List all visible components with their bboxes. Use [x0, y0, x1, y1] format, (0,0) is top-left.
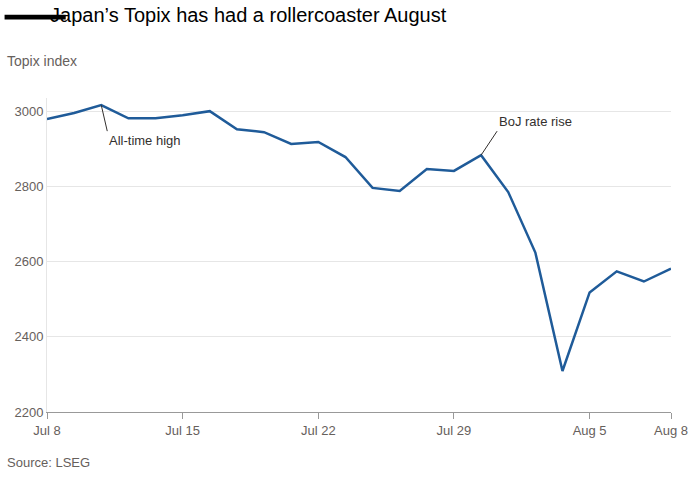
svg-text:2400: 2400 — [14, 329, 43, 344]
svg-text:Topix index: Topix index — [7, 53, 77, 69]
svg-text:Aug 8: Aug 8 — [654, 423, 688, 438]
svg-text:BoJ rate rise: BoJ rate rise — [499, 114, 572, 129]
svg-text:Japan’s Topix has had a roller: Japan’s Topix has had a rollercoaster Au… — [50, 4, 447, 26]
svg-text:2600: 2600 — [14, 254, 43, 269]
svg-text:Jul 29: Jul 29 — [437, 423, 472, 438]
svg-text:Jul 22: Jul 22 — [301, 423, 336, 438]
svg-text:2200: 2200 — [14, 405, 43, 420]
svg-text:Jul 15: Jul 15 — [165, 423, 200, 438]
svg-text:All-time high: All-time high — [109, 133, 181, 148]
svg-text:Jul 8: Jul 8 — [33, 423, 60, 438]
svg-text:3000: 3000 — [14, 104, 43, 119]
svg-text:Aug 5: Aug 5 — [573, 423, 607, 438]
svg-text:2800: 2800 — [14, 179, 43, 194]
svg-text:Source: LSEG: Source: LSEG — [7, 455, 90, 470]
